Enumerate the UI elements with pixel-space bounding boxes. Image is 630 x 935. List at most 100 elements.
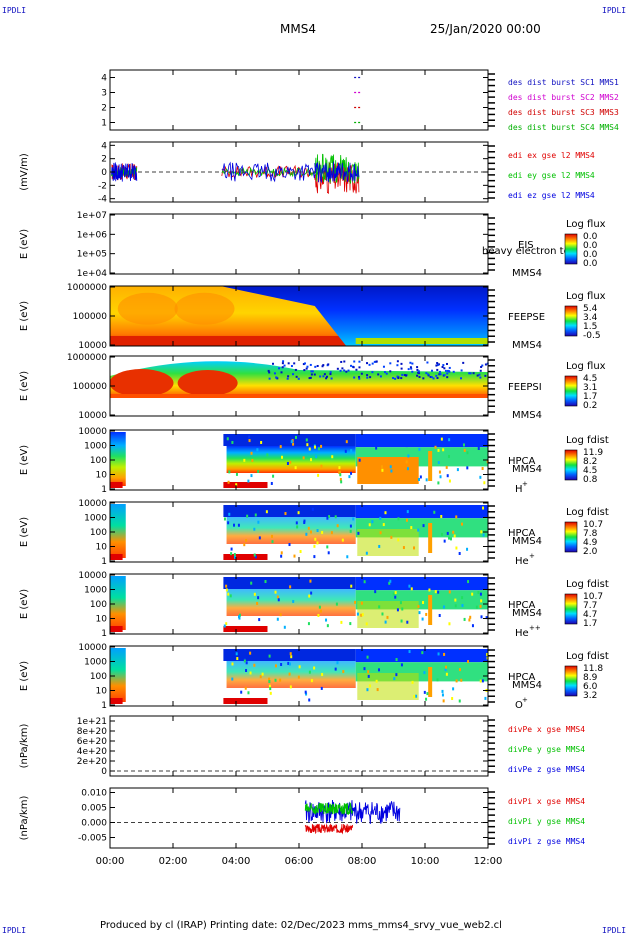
feepsi-speckle (290, 365, 293, 368)
feepsi-speckle (368, 363, 371, 366)
hpca_hepp-speckle (374, 590, 377, 594)
hpca_he-speckle (433, 510, 436, 514)
hpca_he-speckle (254, 555, 257, 559)
hpca_hepp-speckle (417, 604, 420, 608)
hpca_h-speckle (483, 481, 486, 485)
feepsi-speckle (479, 369, 482, 372)
colorbar-tick: 0.0 (583, 259, 598, 269)
hpca_h-main-top (223, 434, 356, 446)
feepsi-speckle (416, 368, 419, 371)
hpca_o-main-body (226, 661, 356, 688)
hpca_hepp-speckle (256, 601, 259, 605)
ytick-label: 1e+21 (77, 717, 107, 727)
hpca_h-main-body (226, 446, 356, 473)
hpca_hepp-speckle (401, 607, 404, 611)
ytick-label: 1000 (84, 586, 107, 596)
hpca_hepp-speckle (479, 604, 482, 608)
hpca_he-speckle (440, 514, 443, 518)
hpca_hepp-speckle (428, 588, 431, 592)
hpca_he-speckle (230, 552, 233, 556)
hpca_o-speckle (240, 690, 243, 694)
hpca_he-speckle (330, 531, 333, 535)
hpca_hepp-speckle (253, 592, 256, 596)
feepsi-speckle (400, 362, 403, 365)
ytick-label: 1 (101, 629, 107, 639)
hpca_hepp-speckle (225, 584, 228, 588)
hpca_h-speckle (466, 466, 469, 470)
hpca_he-speckle (296, 525, 299, 529)
ytick-label: -4 (98, 195, 107, 205)
hpca_he-speckle (379, 516, 382, 520)
feepsi-speckle (426, 361, 429, 364)
feepsi-speckle (462, 361, 465, 364)
hpca_hepp-speckle (469, 615, 472, 619)
ytick-label: 1 (101, 485, 107, 495)
feepsi-speckle (480, 365, 483, 368)
ytick-label: -0.005 (78, 834, 107, 844)
hpca_h-speckle (338, 466, 341, 470)
hpca_o-speckle (297, 675, 300, 679)
hpca_o-speckle (249, 651, 252, 655)
feepsi-speckle (302, 363, 305, 366)
ytick-label: 1e+06 (77, 230, 108, 240)
colorbar-title: Log fdist (566, 507, 609, 518)
feepsi-speckle (436, 368, 439, 371)
hpca_h-speckle (247, 479, 250, 483)
ytick-label: 100000 (73, 382, 108, 392)
panel-divpi-frame (109, 787, 489, 849)
hpca_hepp-main-body (226, 589, 356, 616)
charge-label: ++ (529, 624, 541, 632)
ytick-label: 0 (101, 767, 107, 777)
hpca_o-speckle (274, 664, 277, 668)
feepsi-speckle (377, 373, 380, 376)
hpca_he-speckle (234, 555, 237, 559)
hpca_he-speckle (349, 524, 352, 528)
colorbar-title: Log fdist (566, 435, 609, 446)
colorbar-tick: 0.0 (583, 250, 598, 260)
hpca_o-speckle (455, 679, 458, 683)
hpca_hepp-speckle (468, 618, 471, 622)
ylabel-feepsi: E (eV) (19, 371, 30, 401)
hpca_he-speckle (365, 551, 368, 555)
hpca_o-speckle (235, 652, 238, 656)
panel-divpi-content (110, 799, 488, 835)
ytick-label: 1000000 (67, 283, 107, 293)
hpca_h-speckle (379, 441, 382, 445)
hpca_he-speckle (243, 543, 246, 547)
hpca_o-speckle (425, 697, 428, 701)
hpca_he-speckle (413, 546, 416, 550)
feepsi-speckle (323, 373, 326, 376)
hpca_o-speckle (231, 677, 234, 681)
hpca_o-speckle (261, 672, 264, 676)
hpca_he-speckle (227, 521, 230, 525)
feepsi-speckle (403, 374, 406, 377)
hpca_hepp-speckle (258, 618, 261, 622)
feepsi-speckle (371, 362, 374, 365)
ylabel-efield: (mV/m) (19, 153, 30, 191)
hpca_hepp-speckle (229, 594, 232, 598)
hpca_o-speckle (305, 692, 308, 696)
hpca_hepp-speckle (410, 587, 413, 591)
hpca_h-speckle (344, 449, 347, 453)
hpca_he-speckle (368, 523, 371, 527)
colorbar-tick: 1.5 (583, 322, 597, 332)
feepsi-speckle (292, 373, 295, 376)
feepsi-speckle (340, 360, 343, 363)
feepsi-speckle (341, 367, 344, 370)
hpca_hepp-speckle (276, 617, 279, 621)
hpca_he-speckle (378, 544, 381, 548)
hpca_he-speckle (466, 547, 469, 551)
hpca_hepp-speckle (289, 585, 292, 589)
colorbar-tick: -0.5 (583, 331, 601, 341)
xtick-label: 08:00 (348, 856, 377, 867)
hpca_hepp-speckle (308, 594, 311, 598)
feepsi-speckle (468, 372, 471, 375)
feepsi-speckle (275, 376, 278, 379)
divpi-trace-2 (304, 823, 354, 835)
hpca_hepp-speckle (350, 584, 353, 588)
hpca_he-speckle (311, 507, 314, 511)
species-label: He (515, 628, 529, 639)
feepsi-speckle (282, 360, 285, 363)
